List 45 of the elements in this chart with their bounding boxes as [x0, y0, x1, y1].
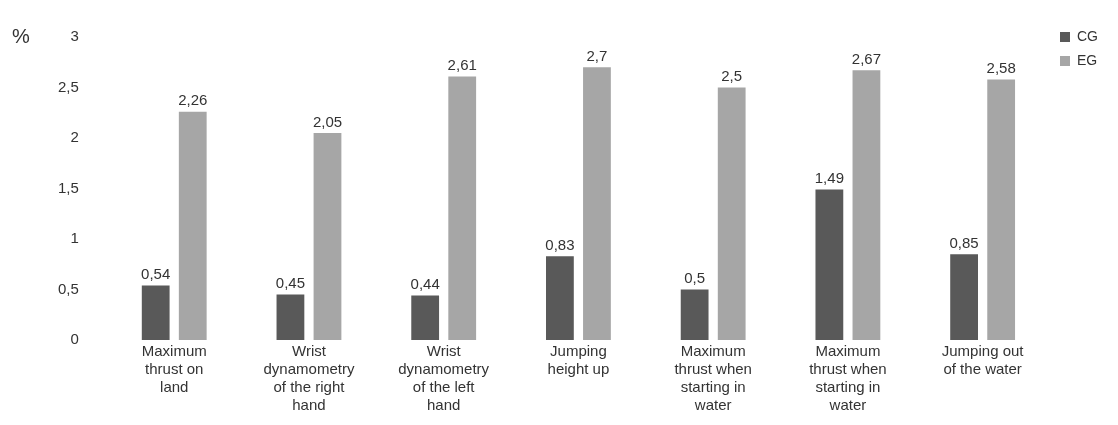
bar [680, 289, 709, 340]
data-label: 0,54 [141, 265, 171, 283]
y-axis-title: % [12, 24, 30, 47]
bar [717, 87, 746, 340]
x-tick-label: Wrist dynamometry of the right hand [263, 342, 355, 414]
bar [583, 67, 611, 340]
data-label: 0,44 [410, 275, 440, 293]
data-label: 2,26 [178, 91, 208, 109]
bar [852, 70, 881, 340]
bar [448, 76, 477, 340]
y-tick-label: 2 [70, 128, 79, 146]
bar [815, 189, 844, 340]
legend-label: EG [1077, 51, 1098, 68]
bar [546, 256, 574, 340]
y-tick-label: 0,5 [57, 279, 79, 297]
x-tick-label: Maximum thrust when starting in water [809, 342, 887, 414]
data-label: 2,5 [721, 67, 743, 85]
x-tick-label: Wrist dynamometry of the left hand [398, 342, 490, 414]
data-label: 0,83 [545, 235, 575, 253]
y-tick-label: 3 [70, 27, 79, 45]
x-tick-label: Maximum thrust when starting in water [674, 342, 752, 414]
bar [313, 132, 342, 340]
data-label: 0,45 [275, 274, 306, 292]
y-tick-label: 1,5 [57, 178, 79, 196]
bar [276, 294, 305, 340]
data-label: 2,61 [447, 56, 477, 74]
data-label: 0,5 [684, 269, 706, 287]
y-tick-label: 1 [70, 229, 79, 247]
data-label: 2,58 [986, 59, 1016, 77]
y-tick-label: 2,5 [57, 77, 79, 95]
data-label: 2,7 [586, 46, 608, 64]
x-tick-label: Jumping out of the water [941, 342, 1025, 378]
x-tick-label: Maximum thrust on land [141, 342, 207, 396]
bar [411, 295, 440, 340]
data-label: 0,85 [949, 233, 979, 251]
bar [178, 111, 207, 340]
y-tick-label: 0 [70, 330, 79, 348]
bar [950, 254, 978, 340]
legend-label: CG [1077, 27, 1098, 44]
bar [987, 79, 1016, 340]
x-tick-label: Jumping height up [547, 342, 610, 378]
data-label: 2,67 [851, 49, 882, 67]
bar [141, 285, 170, 340]
data-label: 2,05 [312, 112, 343, 130]
data-label: 1,49 [814, 169, 844, 187]
